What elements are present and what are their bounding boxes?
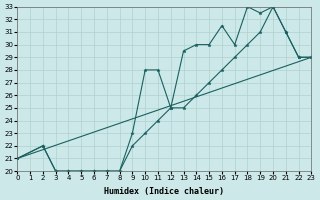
X-axis label: Humidex (Indice chaleur): Humidex (Indice chaleur) [104,187,224,196]
